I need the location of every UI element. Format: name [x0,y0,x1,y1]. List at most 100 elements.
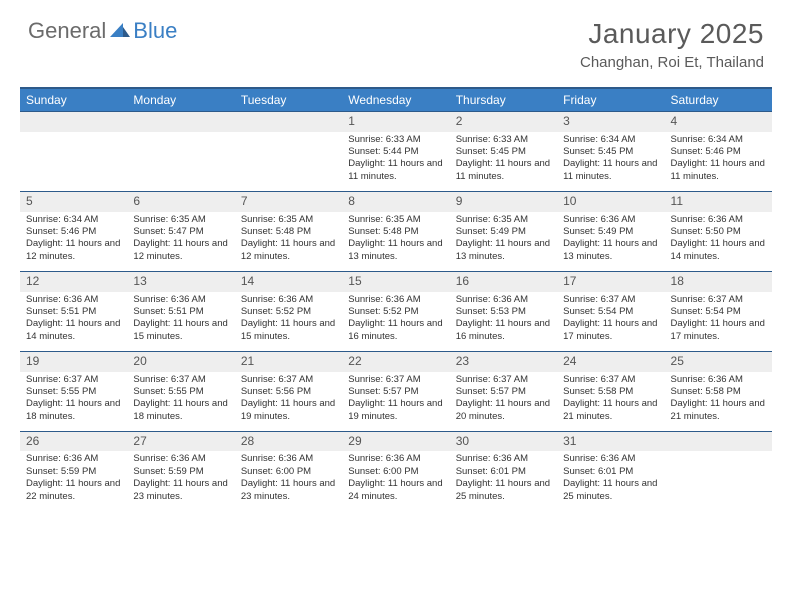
sunset-line: Sunset: 5:59 PM [26,466,121,478]
day-number-cell: 31 [557,431,664,451]
sunrise-line: Sunrise: 6:36 AM [26,294,121,306]
header: General Blue January 2025 Changhan, Roi … [0,0,792,79]
daylight-line: Daylight: 11 hours and 21 minutes. [563,398,658,423]
day-detail-cell: Sunrise: 6:36 AMSunset: 5:59 PMDaylight:… [127,451,234,510]
day-detail-row: Sunrise: 6:36 AM Sunset: 5:59 PM Daylight:… [20,451,772,510]
sunrise-line: Sunrise: 6:36 AM [241,294,336,306]
day-number-cell: 3 [557,112,664,132]
sunrise-line: Sunrise: 6:34 AM [26,214,121,226]
sunrise-line: Sunrise: 6:35 AM [348,214,443,226]
day-number-cell: 9 [450,191,557,211]
weekday-header-row: SundayMondayTuesdayWednesdayThursdayFrid… [20,88,772,112]
day-detail-cell: Sunrise: 6:37 AMSunset: 5:55 PMDaylight:… [127,372,234,432]
day-detail-cell: Sunrise: 6:34 AMSunset: 5:45 PMDaylight:… [557,132,664,192]
daylight-line: Daylight: 11 hours and 17 minutes. [671,318,766,343]
sunrise-line: Sunrise: 6:36 AM [348,294,443,306]
day-number-cell: 29 [342,431,449,451]
daylight-line: Daylight: 11 hours and 14 minutes. [26,318,121,343]
sunrise-line: Sunrise: 6:37 AM [348,374,443,386]
day-detail-cell: Sunrise: 6:36 AMSunset: 5:50 PMDaylight:… [665,212,772,272]
daylight-line: Daylight: 11 hours and 15 minutes. [133,318,228,343]
sunset-line: Sunset: 5:52 PM [348,306,443,318]
day-number-cell: 30 [450,431,557,451]
day-detail-cell: Sunrise: 6:37 AMSunset: 5:56 PMDaylight:… [235,372,342,432]
day-number-cell: 25 [665,351,772,371]
brand-part1: General [28,18,106,44]
sunset-line: Sunset: 5:45 PM [563,146,658,158]
day-number-cell: 12 [20,271,127,291]
sunset-line: Sunset: 5:50 PM [671,226,766,238]
day-detail-cell: Sunrise: 6:36 AMSunset: 5:49 PMDaylight:… [557,212,664,272]
day-detail-row: Sunrise: 6:37 AMSunset: 5:55 PMDaylight:… [20,372,772,432]
sunrise-line: Sunrise: 6:36 AM [348,453,443,465]
day-number-cell: 13 [127,271,234,291]
day-detail-cell: Sunrise: 6:36 AMSunset: 5:52 PMDaylight:… [235,292,342,352]
sunrise-line: Sunrise: 6:35 AM [241,214,336,226]
day-detail-cell: Sunrise: 6:36 AMSunset: 5:51 PMDaylight:… [20,292,127,352]
sunrise-line: Sunrise: 6:36 AM [133,294,228,306]
daylight-line: Daylight: 11 hours and 15 minutes. [241,318,336,343]
daylight-line: Daylight: 11 hours and 21 minutes. [671,398,766,423]
daylight-line: Daylight: 11 hours and 16 minutes. [348,318,443,343]
day-number-cell [235,112,342,132]
day-number-row: 1234 [20,112,772,132]
day-number-row: 567891011 [20,191,772,211]
sunset-line: Sunset: 5:52 PM [241,306,336,318]
day-detail-cell: Sunrise: 6:36 AMSunset: 5:58 PMDaylight:… [665,372,772,432]
day-detail-cell: Sunrise: 6:34 AMSunset: 5:46 PMDaylight:… [20,212,127,272]
sunset-line: Sunset: 6:01 PM [563,466,658,478]
day-number-cell: 11 [665,191,772,211]
sunset-line: Sunset: 5:57 PM [456,386,551,398]
day-number-cell: 17 [557,271,664,291]
day-detail-cell: Sunrise: 6:36 AMSunset: 6:01 PMDaylight:… [557,451,664,510]
day-number-cell: 18 [665,271,772,291]
day-number-cell: 27 [127,431,234,451]
sunset-line: Sunset: 5:54 PM [671,306,766,318]
triangle-icon [110,21,130,42]
sunset-line: Sunset: 5:54 PM [563,306,658,318]
weekday-header: Sunday [20,88,127,112]
day-number-cell: 8 [342,191,449,211]
sunrise-line: Sunrise: 6:35 AM [133,214,228,226]
day-detail-cell: Sunrise: 6:37 AMSunset: 5:57 PMDaylight:… [342,372,449,432]
sunset-line: Sunset: 5:57 PM [348,386,443,398]
brand-logo: General Blue [28,18,177,44]
daylight-line: Daylight: 11 hours and 12 minutes. [241,238,336,263]
sunrise-line: Sunrise: 6:36 AM [671,374,766,386]
day-number-cell: 22 [342,351,449,371]
day-detail-cell: Sunrise: 6:36 AMSunset: 5:53 PMDaylight:… [450,292,557,352]
day-detail-row: Sunrise: 6:34 AMSunset: 5:46 PMDaylight:… [20,212,772,272]
daylight-line: Daylight: 11 hours and 18 minutes. [26,398,121,423]
day-number-cell: 6 [127,191,234,211]
day-detail-row: Sunrise: 6:36 AMSunset: 5:51 PMDaylight:… [20,292,772,352]
day-number-cell: 15 [342,271,449,291]
day-detail-cell: Sunrise: 6:37 AMSunset: 5:57 PMDaylight:… [450,372,557,432]
sunset-line: Sunset: 5:59 PM [133,466,228,478]
sunset-line: Sunset: 5:49 PM [563,226,658,238]
daylight-line: Daylight: 11 hours and 11 minutes. [348,158,443,183]
day-number-cell [20,112,127,132]
daylight-line: Daylight: 11 hours and 13 minutes. [456,238,551,263]
daylight-line: Daylight: 11 hours and 11 minutes. [456,158,551,183]
daylight-line: Daylight: 11 hours and 14 minutes. [671,238,766,263]
day-detail-cell: Sunrise: 6:36 AMSunset: 6:01 PMDaylight:… [450,451,557,510]
weekday-header: Thursday [450,88,557,112]
sunrise-line: Sunrise: 6:36 AM [563,453,658,465]
sunrise-line: Sunrise: 6:37 AM [133,374,228,386]
sunrise-line: Sunrise: 6:37 AM [671,294,766,306]
day-number-cell: 26 [20,431,127,451]
day-number-cell: 4 [665,112,772,132]
sunrise-line: Sunrise: 6:36 AM [241,453,336,465]
day-detail-cell: Sunrise: 6:33 AMSunset: 5:45 PMDaylight:… [450,132,557,192]
day-number-cell: 16 [450,271,557,291]
day-number-cell: 20 [127,351,234,371]
sunset-line: Sunset: 6:01 PM [456,466,551,478]
day-detail-cell: Sunrise: 6:36 AMSunset: 5:51 PMDaylight:… [127,292,234,352]
day-number-cell: 14 [235,271,342,291]
title-block: January 2025 Changhan, Roi Et, Thailand [580,18,764,71]
day-number-cell: 21 [235,351,342,371]
daylight-line: Daylight: 11 hours and 24 minutes. [348,478,443,503]
sunset-line: Sunset: 6:00 PM [241,466,336,478]
weekday-header: Friday [557,88,664,112]
sunrise-line: Sunrise: 6:34 AM [563,134,658,146]
